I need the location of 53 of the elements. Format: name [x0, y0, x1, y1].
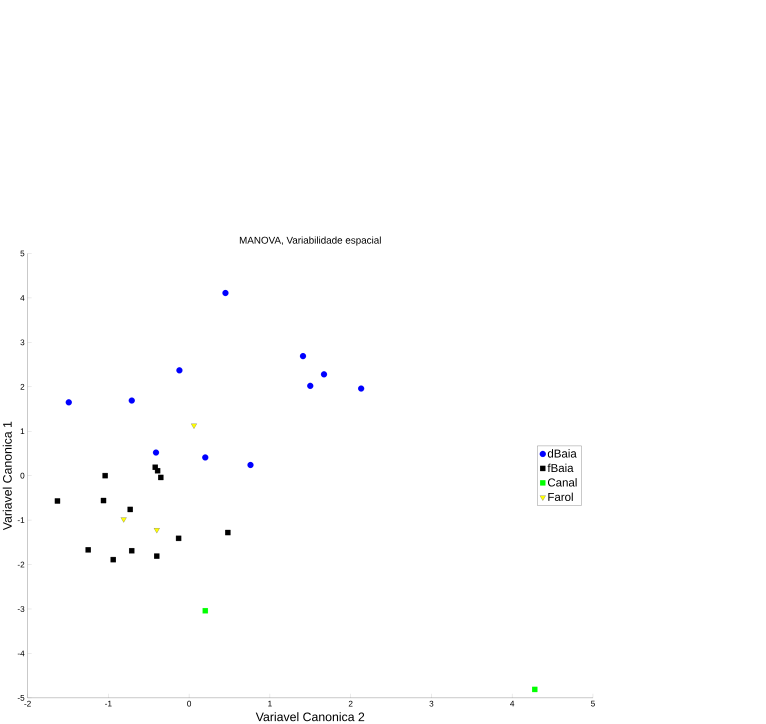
point — [307, 382, 314, 390]
point — [532, 686, 538, 692]
point — [154, 528, 160, 534]
point — [225, 530, 231, 536]
point — [158, 474, 164, 480]
point — [190, 424, 197, 429]
point — [300, 353, 306, 360]
x-tick-label: 4 — [510, 700, 514, 706]
legend-label: Canal — [548, 478, 577, 487]
y-axis-title: Variavel Canonica 1 — [2, 422, 12, 530]
point — [358, 385, 364, 392]
y-tick-label: 4 — [20, 295, 24, 301]
legend-label: Farol — [548, 492, 573, 502]
y-tick-label: 1 — [20, 428, 24, 434]
point — [222, 290, 229, 296]
x-tick-label: 0 — [187, 700, 192, 707]
y-tick-label: 3 — [20, 339, 24, 346]
point — [154, 468, 160, 474]
point — [66, 399, 72, 406]
point — [152, 449, 160, 456]
y-tick-label: -5 — [18, 695, 24, 701]
chart-title: MANOVA, Variabilidade espacial — [240, 236, 381, 246]
y-tick-label: -3 — [18, 606, 24, 612]
point — [100, 498, 106, 504]
point — [202, 608, 208, 614]
x-tick-label: 1 — [268, 700, 272, 706]
point — [129, 548, 134, 554]
point — [85, 547, 91, 553]
point — [54, 498, 60, 504]
point — [127, 506, 133, 512]
y-tick-label: -4 — [18, 650, 24, 656]
point — [120, 517, 127, 523]
y-tick-label: -1 — [18, 517, 24, 523]
point — [247, 462, 254, 468]
y-tick-label: 0 — [20, 472, 24, 479]
point — [202, 454, 208, 461]
point — [176, 367, 183, 374]
x-tick-label: 2 — [348, 700, 353, 706]
legend-label: fBaia — [548, 464, 574, 472]
point — [154, 553, 160, 559]
x-axis-title: Variavel Canonica 2 — [256, 712, 364, 722]
point — [102, 472, 108, 478]
y-tick-label: 5 — [20, 250, 24, 256]
point — [320, 371, 328, 378]
x-tick-label: 3 — [429, 700, 434, 707]
point — [128, 397, 135, 404]
x-tick-label: -1 — [105, 700, 112, 706]
y-tick-label: -2 — [18, 562, 24, 568]
point — [176, 536, 182, 542]
legend-label: dBaia — [548, 449, 577, 458]
x-tick-label: 5 — [591, 700, 595, 706]
y-tick-label: 2 — [20, 384, 24, 390]
point — [110, 556, 116, 562]
